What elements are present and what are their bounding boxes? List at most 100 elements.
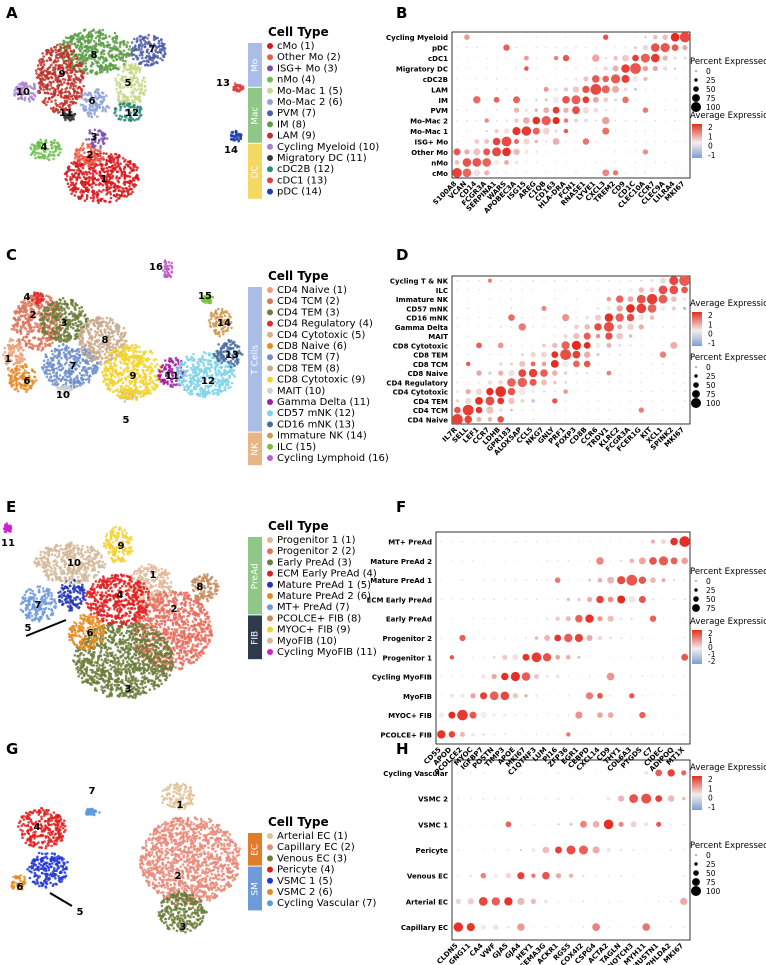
umap-point xyxy=(95,178,99,182)
umap-point xyxy=(123,166,127,169)
umap-point xyxy=(123,176,126,179)
umap-point xyxy=(85,173,89,176)
umap-point xyxy=(118,85,121,88)
umap-point xyxy=(131,178,135,182)
umap-point xyxy=(79,190,82,194)
dot xyxy=(605,140,607,143)
umap-cluster-label: 2 xyxy=(87,150,94,161)
umap-point xyxy=(37,307,41,311)
umap-point xyxy=(60,95,63,99)
dot xyxy=(604,57,607,59)
dot xyxy=(642,65,649,72)
umap-point xyxy=(94,55,97,59)
umap-point xyxy=(39,58,42,61)
umap-point xyxy=(230,131,233,134)
dot xyxy=(534,108,538,112)
umap-point xyxy=(45,103,48,107)
dot xyxy=(585,47,587,49)
umap-point xyxy=(76,384,79,388)
umap-point xyxy=(26,313,29,316)
umap-point xyxy=(96,330,100,334)
dot xyxy=(512,127,521,136)
dot xyxy=(621,74,630,83)
umap-point xyxy=(82,93,85,97)
umap-point xyxy=(232,88,235,91)
umap-point xyxy=(49,58,53,62)
umap-point xyxy=(94,102,98,105)
umap-point xyxy=(39,68,43,71)
umap-point xyxy=(54,54,58,58)
dot xyxy=(595,67,597,70)
row-label: Other Mo xyxy=(411,149,448,157)
dot xyxy=(514,160,519,165)
dot xyxy=(545,172,547,174)
umap-point xyxy=(112,59,115,62)
umap-point xyxy=(120,331,124,335)
umap-point xyxy=(125,339,128,343)
umap-point xyxy=(131,190,134,194)
dot xyxy=(642,44,649,51)
umap-point xyxy=(100,371,104,374)
umap-point xyxy=(31,97,34,100)
dot xyxy=(504,160,509,165)
dot xyxy=(515,36,518,38)
umap-point xyxy=(101,37,104,40)
umap-point xyxy=(114,185,118,188)
dot xyxy=(525,161,528,163)
umap-point xyxy=(78,325,82,328)
umap-point xyxy=(44,144,47,147)
umap-point xyxy=(95,172,98,175)
umap-point xyxy=(98,71,102,74)
umap-point xyxy=(132,49,135,52)
umap-point xyxy=(55,371,59,374)
umap-point xyxy=(119,108,122,112)
umap-point xyxy=(69,183,73,187)
dot xyxy=(476,130,478,132)
umap-point xyxy=(141,376,144,379)
umap-point xyxy=(68,44,72,47)
dot xyxy=(505,99,508,101)
dot xyxy=(505,78,508,80)
umap-point xyxy=(94,169,97,172)
umap-point xyxy=(117,390,120,394)
umap-point xyxy=(131,163,135,166)
umap-point xyxy=(15,354,19,358)
umap-point xyxy=(83,57,86,60)
umap-point xyxy=(39,155,43,159)
umap-point xyxy=(101,169,105,172)
umap-point xyxy=(120,343,123,346)
group-label: Mo xyxy=(251,58,261,72)
dot xyxy=(605,151,607,153)
dot xyxy=(654,88,656,90)
dot xyxy=(505,109,508,111)
umap-point xyxy=(109,182,113,185)
umap-point xyxy=(108,46,112,50)
umap-point xyxy=(135,362,138,365)
umap-point xyxy=(98,160,102,164)
umap-point xyxy=(104,63,108,67)
umap-point xyxy=(59,92,62,96)
umap-point xyxy=(120,373,123,377)
umap-point xyxy=(137,375,141,378)
umap-point xyxy=(107,321,111,325)
legend-swatch xyxy=(267,87,273,94)
dot xyxy=(496,36,498,38)
umap-point xyxy=(35,379,38,382)
umap-point xyxy=(81,368,85,372)
dot xyxy=(535,88,537,90)
umap-point xyxy=(37,338,41,341)
umap-point xyxy=(131,89,135,93)
umap-point xyxy=(44,353,47,357)
umap-point xyxy=(131,99,134,102)
umap-point xyxy=(115,193,119,196)
umap-point xyxy=(29,147,33,151)
umap-point xyxy=(43,91,47,94)
umap-point xyxy=(110,381,114,385)
dot xyxy=(664,78,666,80)
umap-point xyxy=(57,84,61,87)
umap-point xyxy=(49,150,52,154)
umap-point xyxy=(83,28,87,32)
umap-point xyxy=(150,385,154,389)
row-label: ISG+ Mo xyxy=(415,139,449,147)
umap-point xyxy=(75,352,79,356)
